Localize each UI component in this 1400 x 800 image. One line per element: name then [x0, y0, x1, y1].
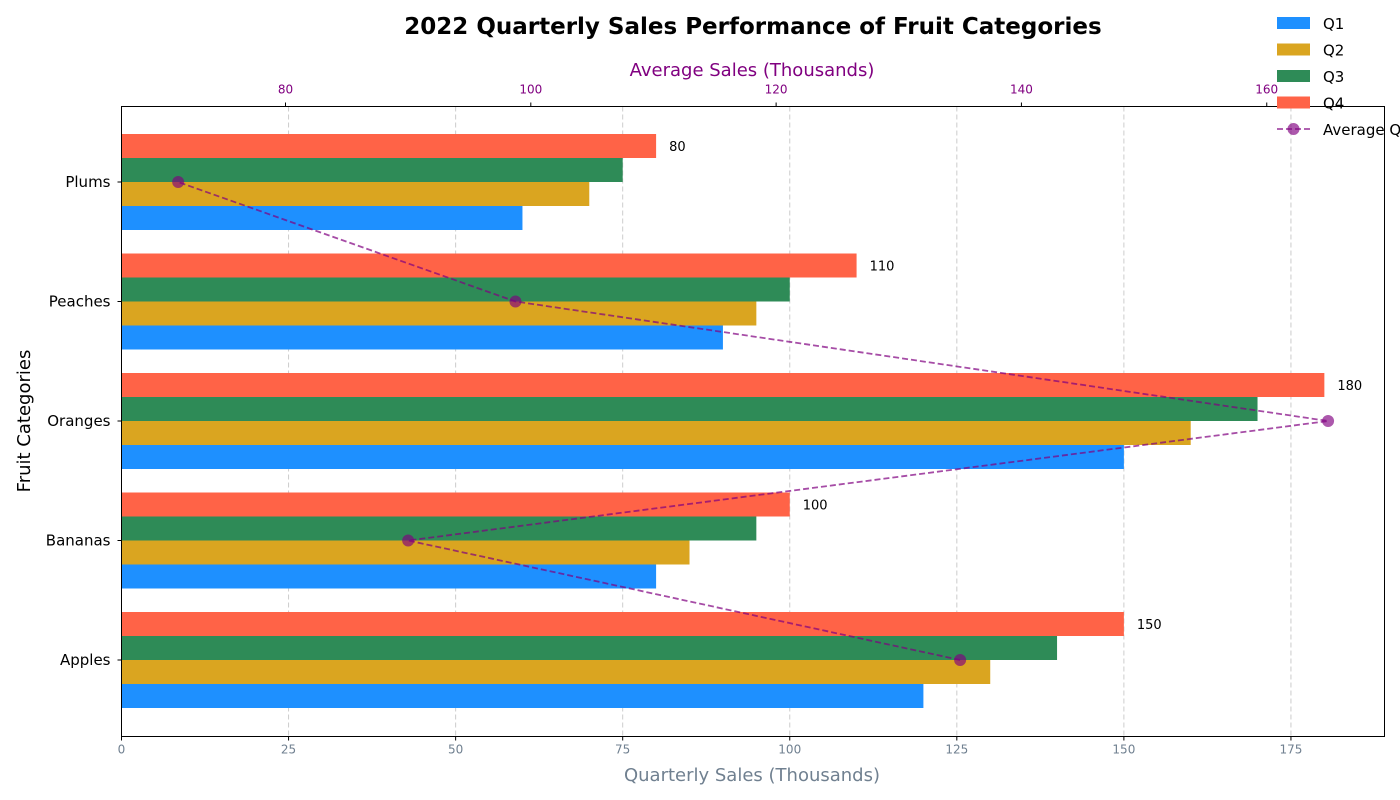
data-label-bananas: 100: [803, 499, 828, 514]
bar-q2-plums: [121, 182, 590, 206]
x-tick-label: 125: [945, 743, 968, 757]
bar-q4-peaches: [121, 253, 857, 278]
average-point-oranges: [1322, 415, 1335, 427]
average-point-plums: [172, 176, 185, 188]
y-axis-ticks: Apples Bananas Oranges Peaches Plums: [46, 173, 122, 669]
bar-q2-apples: [121, 660, 991, 684]
legend-swatch-average-marker: [1287, 123, 1300, 135]
bar-q1-peaches: [121, 325, 723, 350]
x-tick-label: 75: [615, 743, 630, 757]
x-tick-label: 50: [448, 743, 463, 757]
y-tick-label-bananas: Bananas: [46, 532, 111, 550]
y-axis-label: Fruit Categories: [14, 350, 35, 493]
bars: [121, 134, 1325, 708]
x-tick-label: 150: [1112, 743, 1135, 757]
bar-q3-peaches: [121, 277, 790, 302]
x-tick-label: 0: [118, 743, 126, 757]
data-label-plums: 80: [669, 140, 686, 155]
legend-label-q1: Q1: [1323, 15, 1344, 33]
bar-q4-plums: [121, 134, 657, 158]
legend-swatch-q3: [1277, 70, 1310, 82]
legend-label-q3: Q3: [1323, 68, 1344, 86]
bar-q2-oranges: [121, 421, 1191, 445]
x-axis-label: Quarterly Sales (Thousands): [624, 765, 880, 786]
bar-q3-oranges: [121, 397, 1258, 421]
data-label-oranges: 180: [1337, 379, 1362, 394]
bar-q3-plums: [121, 158, 623, 182]
bar-q1-oranges: [121, 445, 1124, 469]
data-labels: 150 100 180 110 80: [669, 140, 1362, 633]
chart-title: 2022 Quarterly Sales Performance of Frui…: [404, 14, 1101, 40]
bar-q2-peaches: [121, 301, 757, 326]
x-tick-label: 25: [281, 743, 296, 757]
legend-swatch-q1: [1277, 17, 1310, 29]
legend-label-q4: Q4: [1323, 95, 1344, 113]
y-tick-label-apples: Apples: [60, 651, 111, 669]
average-point-peaches: [509, 295, 522, 308]
legend-label-q2: Q2: [1323, 42, 1344, 60]
top-x-tick-label: 160: [1255, 83, 1278, 97]
legend-swatch-q2: [1277, 43, 1310, 56]
y-tick-label-plums: Plums: [65, 173, 110, 191]
legend-swatch-q4: [1277, 96, 1310, 109]
average-line-series: [172, 176, 1335, 666]
bar-q1-bananas: [121, 564, 657, 589]
data-label-apples: 150: [1137, 618, 1162, 633]
bar-q1-plums: [121, 206, 523, 230]
top-x-tick-label: 100: [519, 83, 542, 97]
average-point-bananas: [402, 534, 415, 547]
top-x-tick-label: 120: [765, 83, 788, 97]
x-axis-ticks: 0 25 50 75 100 125 150 175: [118, 736, 1302, 757]
legend: Q1 Q2 Q3 Q4 Average Q: [1277, 15, 1400, 139]
bar-q1-apples: [121, 684, 924, 708]
top-x-tick-label: 80: [278, 83, 293, 97]
x-tick-label: 175: [1279, 743, 1302, 757]
y-tick-label-peaches: Peaches: [49, 293, 111, 311]
top-x-tick-label: 140: [1010, 83, 1033, 97]
average-point-apples: [954, 654, 967, 666]
legend-label-average: Average Q: [1323, 121, 1400, 139]
bar-q4-apples: [121, 612, 1124, 636]
bar-q3-apples: [121, 636, 1058, 660]
bar-q4-oranges: [121, 373, 1325, 397]
top-x-axis-label: Average Sales (Thousands): [630, 60, 875, 81]
x-tick-label: 100: [778, 743, 801, 757]
top-x-axis-ticks: 80 100 120 140 160: [278, 83, 1278, 107]
data-label-peaches: 110: [870, 260, 895, 275]
average-line: [177, 181, 1329, 661]
y-tick-label-oranges: Oranges: [47, 412, 110, 430]
